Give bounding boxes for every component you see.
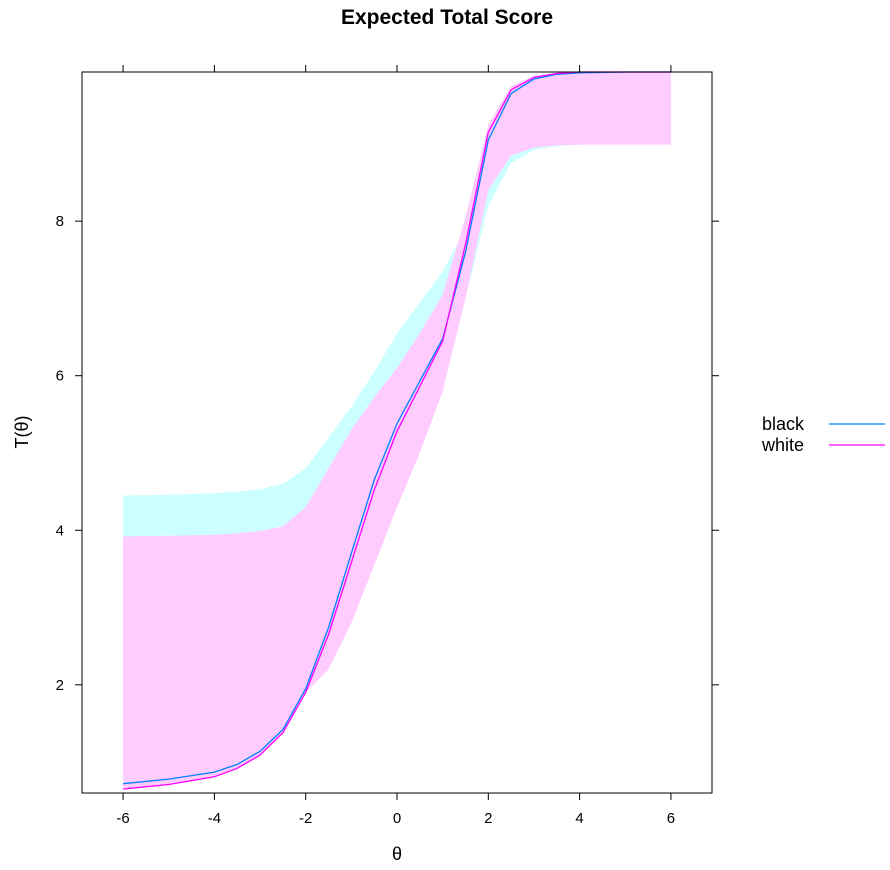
x-tick-label: -6 bbox=[116, 810, 129, 827]
x-axis-label: θ bbox=[392, 844, 402, 864]
legend-label-white: white bbox=[761, 435, 804, 455]
line-white bbox=[123, 71, 671, 790]
x-tick-label: 0 bbox=[393, 810, 401, 827]
x-tick-label: 4 bbox=[575, 810, 583, 827]
y-axis-label: T(θ) bbox=[12, 416, 32, 449]
x-tick-label: -4 bbox=[208, 810, 221, 827]
legend-label-black: black bbox=[762, 414, 805, 434]
y-tick-label: 8 bbox=[56, 213, 64, 230]
line-black bbox=[123, 71, 671, 785]
chart-title: Expected Total Score bbox=[341, 6, 553, 29]
y-tick-label: 2 bbox=[56, 677, 64, 694]
x-tick-label: 2 bbox=[484, 810, 492, 827]
x-axis: -6 -4 -2 0 2 4 6 bbox=[116, 65, 675, 827]
x-tick-label: -2 bbox=[299, 810, 312, 827]
y-axis: 2 4 6 8 bbox=[56, 213, 719, 694]
y-tick-label: 6 bbox=[56, 368, 64, 385]
x-tick-label: 6 bbox=[667, 810, 675, 827]
series-lines bbox=[123, 71, 671, 790]
y-tick-label: 4 bbox=[56, 522, 64, 539]
